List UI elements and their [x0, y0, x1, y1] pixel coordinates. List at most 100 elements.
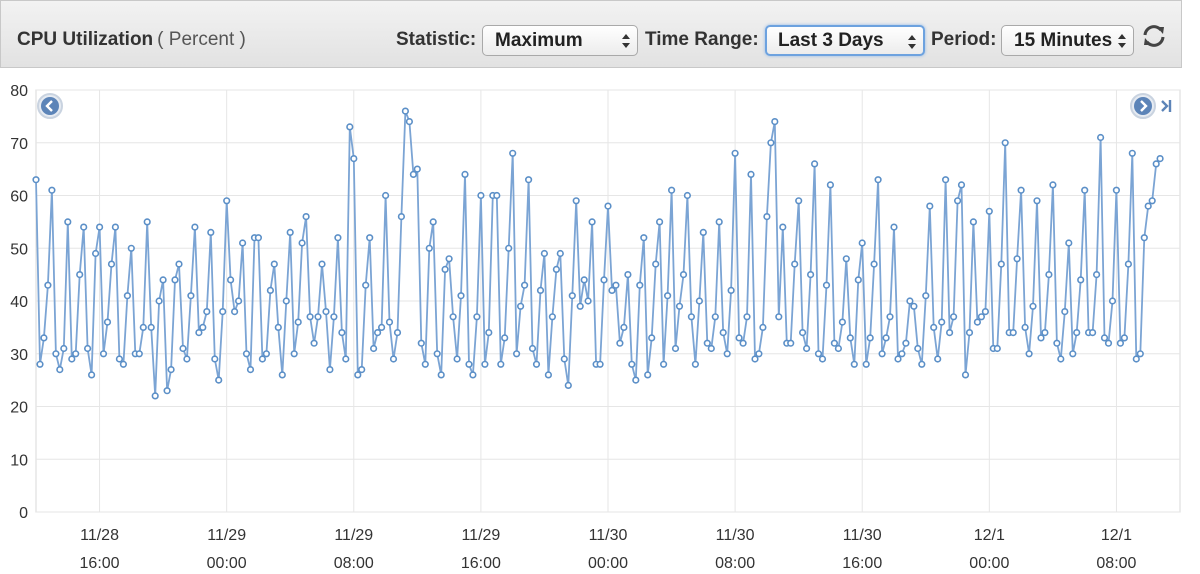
x-tick-date-label: 11/30 — [589, 527, 628, 544]
data-point — [1033, 197, 1041, 205]
data-point — [441, 265, 449, 273]
data-point — [644, 371, 652, 379]
data-point — [461, 170, 469, 178]
data-point — [36, 360, 44, 368]
data-point — [195, 329, 203, 337]
chart-axes: 0 10 20 30 40 50 60 70 80 11/28 16:00 11/29 00:00 11/… — [10, 83, 1136, 572]
data-point — [155, 297, 163, 305]
data-point — [604, 202, 612, 210]
x-tick-date-label: 11/29 — [334, 527, 373, 544]
data-point — [183, 355, 191, 363]
data-point — [652, 260, 660, 268]
cpu-utilization-chart: 0 10 20 30 40 50 60 70 80 11/28 16:00 11/29 00:00 11/… — [10, 83, 1181, 572]
data-point — [528, 344, 537, 353]
select-arrows-icon — [908, 35, 916, 49]
data-point — [648, 334, 656, 342]
refresh-icon[interactable] — [1140, 22, 1168, 50]
x-tick-date-label: 11/30 — [843, 527, 882, 544]
data-point — [822, 281, 831, 289]
data-point — [76, 271, 84, 279]
x-tick-date-label: 11/29 — [461, 527, 500, 544]
data-point — [1136, 350, 1144, 358]
data-point — [1053, 339, 1061, 347]
data-point — [1029, 302, 1037, 310]
data-point — [938, 318, 946, 326]
data-point — [910, 302, 918, 310]
data-point — [429, 218, 437, 226]
time-range-select[interactable]: Last 3 Days — [765, 25, 925, 56]
data-point — [103, 318, 112, 326]
data-point — [505, 244, 513, 252]
data-point — [830, 339, 839, 347]
data-point — [727, 286, 735, 294]
data-point — [91, 249, 100, 258]
statistic-select[interactable]: Maximum — [482, 25, 638, 56]
data-point — [366, 234, 374, 242]
data-point — [187, 292, 195, 300]
statistic-label: Statistic: — [396, 29, 477, 50]
data-point — [171, 276, 179, 284]
skip-to-end-icon[interactable] — [1161, 100, 1172, 112]
data-point — [878, 350, 886, 358]
data-point — [227, 276, 235, 284]
data-point — [798, 329, 807, 337]
data-point — [838, 318, 847, 326]
data-point — [1116, 339, 1124, 347]
data-point — [556, 249, 564, 258]
data-point — [397, 213, 406, 221]
y-tick-label: 80 — [10, 83, 28, 100]
data-point — [795, 197, 803, 205]
data-point — [596, 360, 604, 368]
data-point — [175, 260, 183, 268]
data-point — [493, 191, 501, 200]
data-point — [115, 355, 123, 363]
data-point — [560, 355, 568, 363]
data-point — [274, 323, 282, 332]
data-point — [842, 255, 850, 263]
data-point — [417, 339, 425, 347]
data-point — [941, 176, 950, 184]
data-point — [890, 223, 898, 231]
data-point — [985, 207, 993, 215]
data-point — [1124, 260, 1132, 268]
data-point — [687, 313, 696, 321]
data-point — [465, 360, 473, 368]
data-point — [477, 191, 485, 200]
data-point — [80, 223, 88, 231]
data-point — [552, 265, 561, 273]
data-point — [147, 323, 155, 332]
data-point — [731, 149, 739, 157]
data-point — [512, 350, 521, 358]
data-point — [48, 186, 56, 194]
data-point — [318, 260, 326, 268]
data-point — [453, 355, 461, 363]
data-point — [425, 244, 433, 252]
data-point — [473, 313, 481, 321]
data-point — [72, 350, 80, 358]
data-point — [858, 239, 866, 247]
data-point — [167, 366, 175, 374]
data-point — [1025, 350, 1033, 358]
data-point — [254, 234, 262, 242]
data-point — [870, 260, 878, 268]
metric-header: CPU Utilization( Percent ) Statistic: Ma… — [0, 0, 1182, 68]
data-point — [957, 181, 966, 189]
data-point — [322, 308, 330, 316]
data-point — [588, 218, 596, 226]
data-point — [123, 292, 131, 300]
chevron-left-icon[interactable] — [37, 93, 63, 119]
data-point — [199, 323, 207, 332]
data-point — [83, 344, 92, 353]
chevron-right-icon[interactable] — [1130, 93, 1156, 119]
data-point — [64, 218, 72, 226]
data-point — [1065, 239, 1073, 247]
data-point — [469, 371, 477, 379]
data-point — [624, 271, 632, 279]
period-select[interactable]: 15 Minutes — [1001, 25, 1134, 56]
data-point — [270, 260, 278, 268]
data-point — [1017, 186, 1025, 194]
x-tick-date-label: 11/29 — [207, 527, 246, 544]
data-point — [902, 339, 910, 347]
data-point — [536, 286, 545, 294]
data-point — [1057, 355, 1065, 363]
